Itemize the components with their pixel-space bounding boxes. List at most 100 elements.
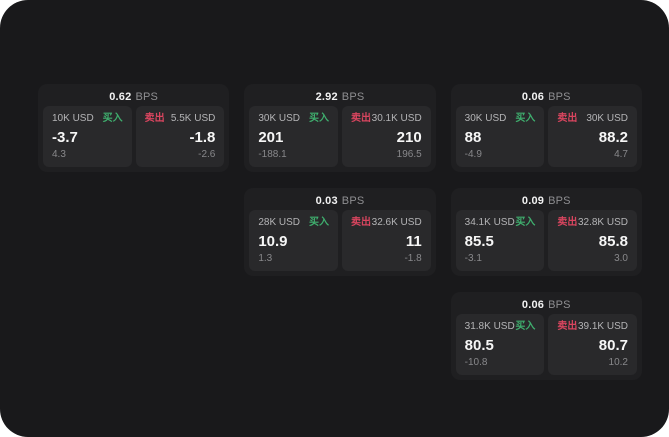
bps-value: 2.92	[315, 91, 338, 103]
buy-amount: 28K USD	[258, 217, 301, 228]
buy-panel[interactable]: 30K USD 买入 201 -188.1	[249, 106, 338, 167]
bps-header: 0.09 BPS	[456, 193, 637, 210]
buy-panel-top: 10K USD 买入	[52, 113, 123, 125]
sell-panel-top: 卖出 32.6K USD	[351, 217, 422, 229]
sell-panel-top: 卖出 30.1K USD	[351, 113, 422, 125]
quote-panels: 28K USD 买入 10.9 1.3 卖出 32.6K USD 11 -1.8	[249, 210, 431, 271]
buy-amount: 34.1K USD	[464, 217, 515, 228]
sell-price: 88.2	[598, 129, 628, 146]
sell-panel-top: 卖出 30K USD	[557, 113, 628, 125]
sell-panel-top: 卖出 32.8K USD	[557, 217, 628, 229]
buy-label: 买入	[515, 217, 536, 228]
buy-panel[interactable]: 31.8K USD 买入 80.5 -10.8	[455, 314, 545, 375]
bps-header: 0.06 BPS	[456, 89, 637, 106]
buy-panel[interactable]: 10K USD 买入 -3.7 4.3	[43, 106, 132, 167]
buy-delta: -10.8	[464, 357, 488, 368]
quote-card-0: 0.62 BPS 10K USD 买入 -3.7 4.3 卖出 5.5K USD	[38, 84, 230, 172]
bps-header: 0.06 BPS	[456, 297, 637, 314]
buy-price: 85.5	[464, 233, 494, 250]
buy-delta: -188.1	[258, 149, 287, 160]
bps-header: 0.62 BPS	[43, 89, 224, 106]
sell-amount: 30.1K USD	[371, 113, 422, 124]
buy-label: 买入	[309, 113, 329, 124]
sell-amount: 32.6K USD	[371, 217, 422, 228]
bps-unit-label: BPS	[135, 91, 159, 103]
sell-amount: 32.8K USD	[577, 217, 628, 228]
buy-price: 88	[464, 129, 482, 146]
sell-label: 卖出	[144, 113, 165, 124]
bps-value: 0.09	[521, 195, 545, 207]
buy-panel[interactable]: 28K USD 买入 10.9 1.3	[249, 210, 338, 271]
sell-delta: -1.8	[404, 253, 422, 264]
quote-card-4: 0.09 BPS 34.1K USD 买入 85.5 -3.1 卖出 32.8K …	[450, 188, 642, 276]
bps-unit-label: BPS	[548, 299, 571, 311]
sell-delta: 196.5	[396, 149, 422, 160]
sell-delta: -2.6	[198, 149, 216, 160]
buy-panel-top: 30K USD 买入	[258, 113, 329, 125]
quote-panels: 30K USD 买入 201 -188.1 卖出 30.1K USD 210 1…	[249, 106, 431, 167]
bps-header: 0.03 BPS	[249, 193, 430, 210]
sell-panel[interactable]: 卖出 5.5K USD -1.8 -2.6	[135, 106, 225, 167]
sell-label: 卖出	[351, 113, 371, 124]
buy-amount: 10K USD	[52, 113, 94, 124]
sell-panel-top: 卖出 39.1K USD	[557, 321, 628, 333]
sell-price: 210	[396, 129, 422, 146]
buy-panel[interactable]: 30K USD 买入 88 -4.9	[455, 106, 545, 167]
quote-cards-grid: 0.62 BPS 10K USD 买入 -3.7 4.3 卖出 5.5K USD	[38, 84, 642, 380]
buy-panel-top: 30K USD 买入	[465, 113, 536, 125]
bps-unit-label: BPS	[341, 91, 365, 103]
sell-price: 80.7	[598, 337, 628, 354]
sell-panel-top: 卖出 5.5K USD	[145, 113, 216, 125]
quote-card-3: 0.06 BPS 30K USD 买入 88 -4.9 卖出 30K USD	[450, 84, 642, 172]
buy-label: 买入	[515, 321, 536, 332]
buy-price: 201	[258, 129, 284, 146]
buy-panel-top: 31.8K USD 买入	[465, 321, 536, 333]
sell-label: 卖出	[557, 113, 578, 124]
sell-delta: 4.7	[614, 149, 628, 160]
sell-amount: 30K USD	[586, 113, 628, 124]
buy-label: 买入	[309, 217, 329, 228]
buy-price: -3.7	[52, 129, 78, 146]
buy-amount: 30K USD	[258, 113, 301, 124]
bps-unit-label: BPS	[548, 91, 571, 103]
bps-header: 2.92 BPS	[249, 89, 430, 106]
sell-panel[interactable]: 卖出 39.1K USD 80.7 10.2	[548, 314, 637, 375]
buy-price: 10.9	[258, 233, 288, 250]
quote-panels: 34.1K USD 买入 85.5 -3.1 卖出 32.8K USD 85.8…	[455, 210, 637, 271]
bps-value: 0.62	[109, 91, 132, 103]
buy-label: 买入	[515, 113, 536, 124]
sell-panel[interactable]: 卖出 32.6K USD 11 -1.8	[342, 210, 431, 271]
sell-amount: 39.1K USD	[577, 321, 628, 332]
sell-price: -1.8	[189, 129, 216, 146]
buy-panel-top: 34.1K USD 买入	[465, 217, 536, 229]
sell-price: 11	[405, 233, 422, 250]
buy-amount: 31.8K USD	[464, 321, 515, 332]
buy-delta: -4.9	[464, 149, 482, 160]
buy-price: 80.5	[464, 337, 494, 354]
buy-label: 买入	[102, 113, 123, 124]
bps-value: 0.06	[521, 91, 545, 103]
buy-panel[interactable]: 34.1K USD 买入 85.5 -3.1	[455, 210, 545, 271]
bps-value: 0.03	[315, 195, 338, 207]
quote-card-5: 0.06 BPS 31.8K USD 买入 80.5 -10.8 卖出 39.1K…	[450, 292, 642, 380]
quote-card-1: 2.92 BPS 30K USD 买入 201 -188.1 卖出 30.1K U…	[244, 84, 436, 172]
sell-panel[interactable]: 卖出 32.8K USD 85.8 3.0	[548, 210, 637, 271]
sell-delta: 3.0	[614, 253, 628, 264]
buy-delta: 1.3	[258, 253, 273, 264]
sell-delta: 10.2	[608, 357, 628, 368]
sell-panel[interactable]: 卖出 30K USD 88.2 4.7	[548, 106, 637, 167]
quote-panels: 30K USD 买入 88 -4.9 卖出 30K USD 88.2 4.7	[455, 106, 637, 167]
buy-panel-top: 28K USD 买入	[258, 217, 329, 229]
sell-label: 卖出	[351, 217, 371, 228]
sell-label: 卖出	[557, 321, 578, 332]
sell-price: 85.8	[598, 233, 628, 250]
buy-delta: 4.3	[52, 149, 66, 160]
sell-label: 卖出	[557, 217, 578, 228]
bps-unit-label: BPS	[548, 195, 571, 207]
buy-amount: 30K USD	[464, 113, 507, 124]
quote-panels: 10K USD 买入 -3.7 4.3 卖出 5.5K USD -1.8 -2.…	[43, 106, 225, 167]
sell-panel[interactable]: 卖出 30.1K USD 210 196.5	[342, 106, 431, 167]
quote-card-2: 0.03 BPS 28K USD 买入 10.9 1.3 卖出 32.6K USD	[244, 188, 436, 276]
bps-value: 0.06	[521, 299, 545, 311]
